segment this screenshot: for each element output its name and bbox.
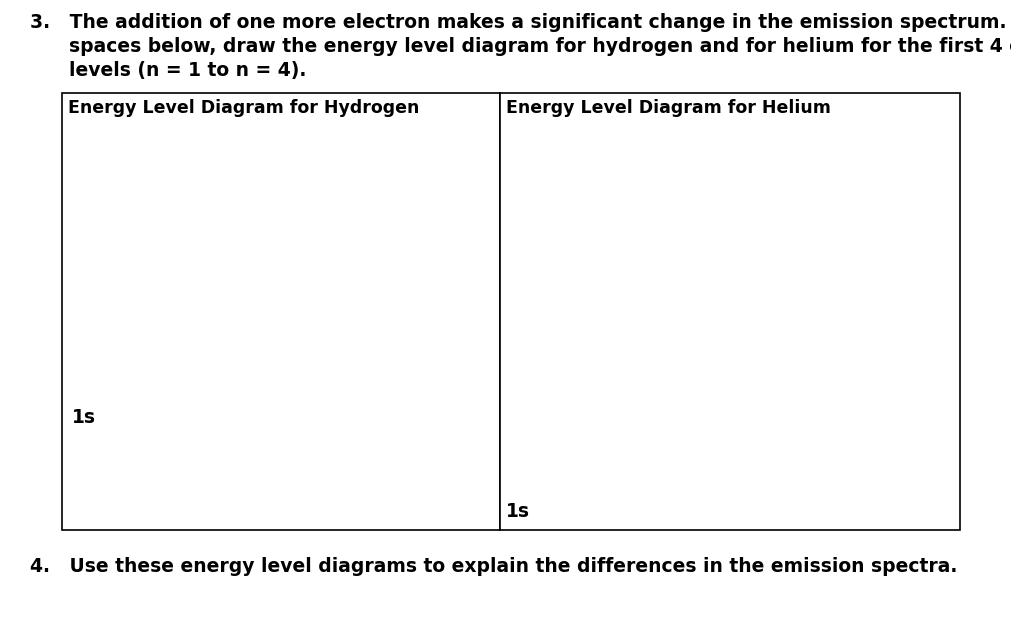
Text: 1s: 1s xyxy=(72,408,96,427)
Text: 4.   Use these energy level diagrams to explain the differences in the emission : 4. Use these energy level diagrams to ex… xyxy=(30,557,956,576)
Bar xyxy=(62,93,499,530)
Bar xyxy=(499,93,959,530)
Text: 3.   The addition of one more electron makes a significant change in the emissio: 3. The addition of one more electron mak… xyxy=(30,13,1011,32)
Text: spaces below, draw the energy level diagram for hydrogen and for helium for the : spaces below, draw the energy level diag… xyxy=(30,37,1011,56)
Text: 1s: 1s xyxy=(506,502,530,521)
Text: Energy Level Diagram for Helium: Energy Level Diagram for Helium xyxy=(506,99,830,117)
Text: Energy Level Diagram for Hydrogen: Energy Level Diagram for Hydrogen xyxy=(68,99,419,117)
Text: levels (n = 1 to n = 4).: levels (n = 1 to n = 4). xyxy=(30,61,306,80)
